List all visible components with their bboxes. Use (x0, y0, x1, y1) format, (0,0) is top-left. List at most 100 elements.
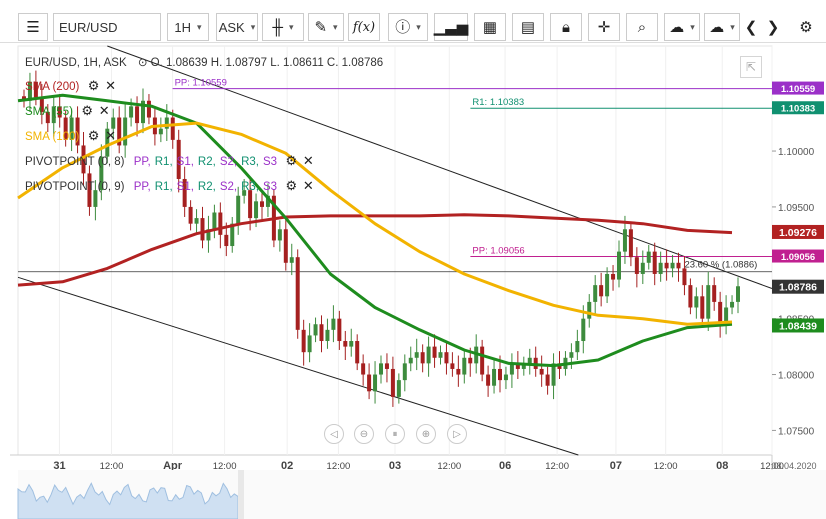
candle-body (575, 341, 580, 353)
calendar-button[interactable]: ▦ (474, 13, 506, 41)
close-icon[interactable]: ✕ (302, 178, 314, 193)
download-button[interactable]: ☁ ▾ (704, 13, 740, 41)
gear-icon[interactable]: ⚙ (285, 153, 298, 168)
info-button[interactable]: ⓘ ▾ (388, 13, 428, 41)
value-tag-label: 1.08439 (779, 320, 817, 332)
x-tick-label: 12:00 (654, 461, 678, 472)
lock-button[interactable]: 🔒︎ (550, 13, 582, 41)
gear-icon[interactable]: ⚙ (285, 178, 298, 193)
settings-button[interactable]: ⚙ (795, 13, 817, 41)
zoom-button[interactable]: ⌕ (626, 13, 658, 41)
fib-label: 23.60 % (1.0886) (684, 260, 757, 271)
legend-label: SMA (55) (25, 106, 73, 118)
value-tag (772, 318, 824, 333)
legend-sma-100[interactable]: SMA (100) ⚙ ✕ (25, 128, 117, 144)
legend-sma-55[interactable]: SMA (55) ⚙ ✕ (25, 103, 110, 119)
candle-body (117, 117, 122, 146)
legend-pivot-1[interactable]: PIVOTPOINT (0, 8) PP, R1, S1, R2, S2, R3, S3 ⚙… (25, 153, 314, 169)
x-tick-label: 12:00 (100, 461, 124, 472)
candle-body (93, 190, 98, 207)
candle-body (390, 368, 395, 397)
chevron-down-icon: ▾ (416, 21, 421, 32)
candle-body (628, 229, 633, 258)
zoom-in-button[interactable]: ⊕ (416, 424, 436, 444)
candle-body (736, 286, 740, 302)
close-icon[interactable]: ✕ (105, 128, 116, 143)
candle-body (349, 341, 354, 347)
next-button[interactable]: ❯ (764, 13, 782, 41)
candle-body (242, 190, 247, 196)
candle-body (426, 346, 431, 364)
candle-body (33, 81, 38, 98)
candle-body (676, 262, 681, 269)
gear-icon[interactable]: ⚙ (87, 78, 100, 93)
gear-icon[interactable]: ⚙ (87, 128, 100, 143)
candles-icon: ╫ (272, 18, 284, 36)
candle-body (730, 301, 735, 308)
price-type-label: ASK (218, 19, 245, 35)
volume-button[interactable]: ▁▃▅ (434, 13, 468, 41)
candle-body (176, 139, 181, 179)
clock-icon: ⊙ (137, 57, 148, 69)
timeframe-select[interactable]: 1H ▾ (167, 13, 209, 41)
scroll-left-icon: ◁ (330, 428, 338, 440)
y-tick-label: 1.07500 (778, 426, 815, 437)
close-icon[interactable]: ✕ (98, 103, 110, 118)
reset-button[interactable]: ⏸ (385, 424, 405, 444)
pivot-tag (772, 249, 824, 263)
candle-body (450, 363, 455, 369)
indicators-button[interactable]: f(x) (348, 13, 380, 41)
candle-body (343, 341, 348, 347)
candle-body (718, 301, 723, 325)
draw-button[interactable]: ✎ ▾ (308, 13, 344, 41)
x-tick-label: 07 (610, 460, 622, 472)
pivot-tag-label: 1.10559 (781, 84, 815, 95)
candle-body (265, 195, 270, 207)
price-type-select[interactable]: ASK ▾ (216, 13, 258, 41)
chart-type-button[interactable]: ╫ ▾ (262, 13, 304, 41)
pivot-part: R3, (241, 181, 259, 193)
ma-line (17, 121, 733, 326)
pivot-part: R3, (241, 156, 259, 168)
pivot-label: R1: 1.10383 (472, 97, 524, 108)
candle-body (593, 285, 598, 302)
candle-body (248, 190, 253, 219)
upload-button[interactable]: ☁ ▾ (664, 13, 700, 41)
candle-body (123, 117, 128, 146)
close-icon[interactable]: ✕ (105, 78, 116, 93)
scroll-left-button[interactable]: ◁ (324, 424, 344, 444)
chevron-down-icon: ▾ (690, 21, 695, 32)
ohlc-readout: O. 1.08639 H. 1.08797 L. 1.08611 C. 1.08… (150, 57, 384, 69)
pivot-part: PP, (133, 156, 151, 168)
report-button[interactable]: ▤ (512, 13, 544, 41)
candle-body (289, 257, 294, 263)
zoom-out-button[interactable]: ⊖ (354, 424, 374, 444)
legend-sma-200[interactable]: SMA (200) ⚙ ✕ (25, 78, 117, 94)
candle-body (551, 363, 556, 386)
candle-body (224, 234, 229, 247)
expand-button[interactable]: ⇱ (740, 56, 762, 78)
menu-button[interactable]: ☰ (18, 13, 48, 41)
scroll-right-button[interactable]: ▷ (447, 424, 467, 444)
close-icon[interactable]: ✕ (302, 153, 314, 168)
navigator-series (17, 482, 239, 519)
trend-line-upper (107, 45, 773, 289)
candle-body (57, 106, 62, 118)
pivot-part: S3 (263, 156, 278, 168)
value-tag-label: 1.09276 (779, 227, 817, 239)
x-tick-label: 12:00 (213, 461, 237, 472)
legend-pivot-2[interactable]: PIVOTPOINT (0, 9) PP, R1, S1, R2, S2, R3, S3 ⚙… (25, 178, 314, 194)
symbol-select[interactable]: EUR/USD (53, 13, 161, 41)
candle-body (331, 318, 336, 330)
pivot-tag-label: 1.10383 (781, 104, 815, 115)
report-icon: ▤ (520, 18, 536, 36)
candle-body (51, 106, 56, 124)
candle-body (509, 363, 514, 375)
gear-icon[interactable]: ⚙ (81, 103, 93, 118)
prev-button[interactable]: ❮ (742, 13, 760, 41)
crosshair-button[interactable]: ✛ (588, 13, 620, 41)
candle-body (182, 178, 187, 207)
y-tick-label: 1.10000 (778, 147, 815, 158)
candle-body (307, 335, 312, 353)
